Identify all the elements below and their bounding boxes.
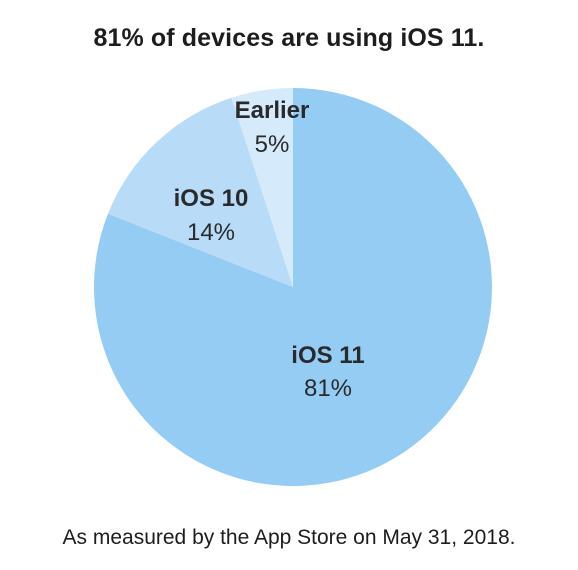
pie-slices (93, 88, 493, 487)
slice-label-earlier: Earlier (235, 97, 310, 124)
slice-value-earlier: 5% (255, 131, 290, 158)
chart-footnote: As measured by the App Store on May 31, … (62, 526, 516, 549)
slice-value-ios10: 14% (187, 219, 235, 246)
pie-slice-earlier (231, 88, 293, 287)
slice-label-ios10: iOS 10 (174, 185, 249, 212)
chart-title: 81% of devices are using iOS 11. (93, 24, 485, 52)
slice-label-ios11: iOS 11 (291, 342, 364, 369)
slice-value-ios11: 81% (304, 375, 352, 402)
pie-slice-ios10 (107, 97, 293, 288)
